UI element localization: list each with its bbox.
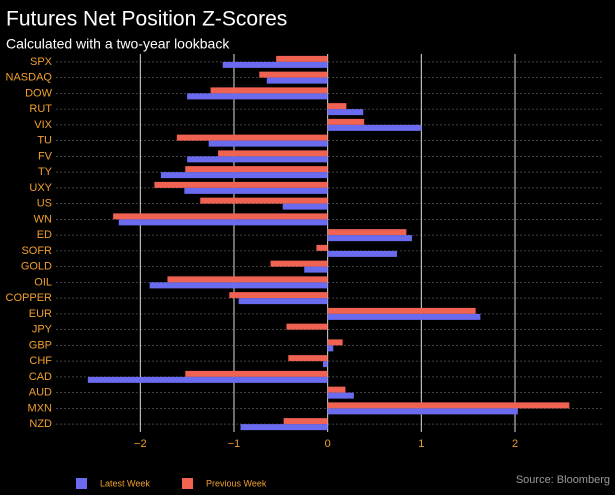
bar [283,418,328,425]
source: Source: Bloomberg [516,474,610,486]
chart-subtitle: Calculated with a two-year lookback [6,36,230,52]
bar [210,87,328,94]
x-tick-label: 0 [325,438,331,450]
y-tick-label: GBP [29,339,52,351]
bar [327,313,481,320]
bar [185,166,328,173]
bar [154,181,328,188]
bar [176,134,328,141]
bar [327,307,476,314]
bar [87,376,328,383]
bar [118,219,328,226]
bar [270,260,328,267]
legend-label: Latest Week [100,478,150,488]
bar [327,408,518,415]
bar [238,298,328,305]
x-tick-label: −2 [134,438,147,450]
bar [316,244,328,251]
bar [327,229,407,236]
y-tick-label: SOFR [21,245,52,257]
y-tick-label: TY [38,166,53,178]
y-tick-label: CAD [29,371,52,383]
bar [259,71,328,78]
y-tick-label: CHF [29,355,52,367]
legend-label: Previous Week [206,478,267,488]
bar [286,323,328,330]
bar [184,187,328,194]
bar [187,93,328,100]
bar [327,339,343,346]
bar [282,203,328,210]
y-tick-label: GOLD [21,261,52,273]
y-tick-label: NZD [29,418,52,430]
bar [327,250,397,257]
y-tick-label: DOW [25,87,53,99]
y-tick-label: UXY [29,182,52,194]
bar [327,386,346,393]
y-tick-label: COPPER [6,292,53,304]
y-tick-label: TU [37,135,52,147]
bar [208,140,328,147]
y-tick-label: ED [37,229,52,241]
legend-swatch [76,478,87,489]
x-tick-label: 2 [512,438,518,450]
x-tick-label: 1 [418,438,424,450]
y-tick-label: AUD [29,387,52,399]
y-tick-label: MXN [28,402,53,414]
y-tick-label: SPX [30,56,53,68]
bar [222,61,328,68]
y-tick-label: VIX [34,119,52,131]
y-tick-label: FV [38,150,53,162]
bar [327,345,334,352]
x-tick-label: −1 [228,438,241,450]
y-tick-label: RUT [29,103,52,115]
bar [167,276,328,283]
chart-title: Futures Net Position Z-Scores [6,8,287,31]
bar [327,235,412,242]
bar [276,55,328,62]
bar [266,77,328,84]
bar [327,402,570,409]
bar [160,172,328,179]
bar [327,118,365,125]
y-tick-label: US [37,198,52,210]
y-tick-label: OIL [34,276,52,288]
y-tick-label: JPY [32,324,53,336]
bar [187,156,328,163]
y-tick-label: EUR [29,308,52,320]
bar [229,292,328,299]
bar [327,392,354,399]
bar [149,282,328,289]
y-tick-label: NASDAQ [6,72,53,84]
legend-swatch [182,478,193,489]
bar [240,424,328,431]
bar [327,103,347,110]
bar [327,109,364,116]
bar [218,150,328,157]
bar [304,266,328,273]
bar [200,197,328,204]
y-tick-label: WN [34,213,52,225]
bar [288,355,328,362]
bar [113,213,328,220]
bar [185,370,328,377]
bar [322,361,328,368]
bar [327,124,422,131]
